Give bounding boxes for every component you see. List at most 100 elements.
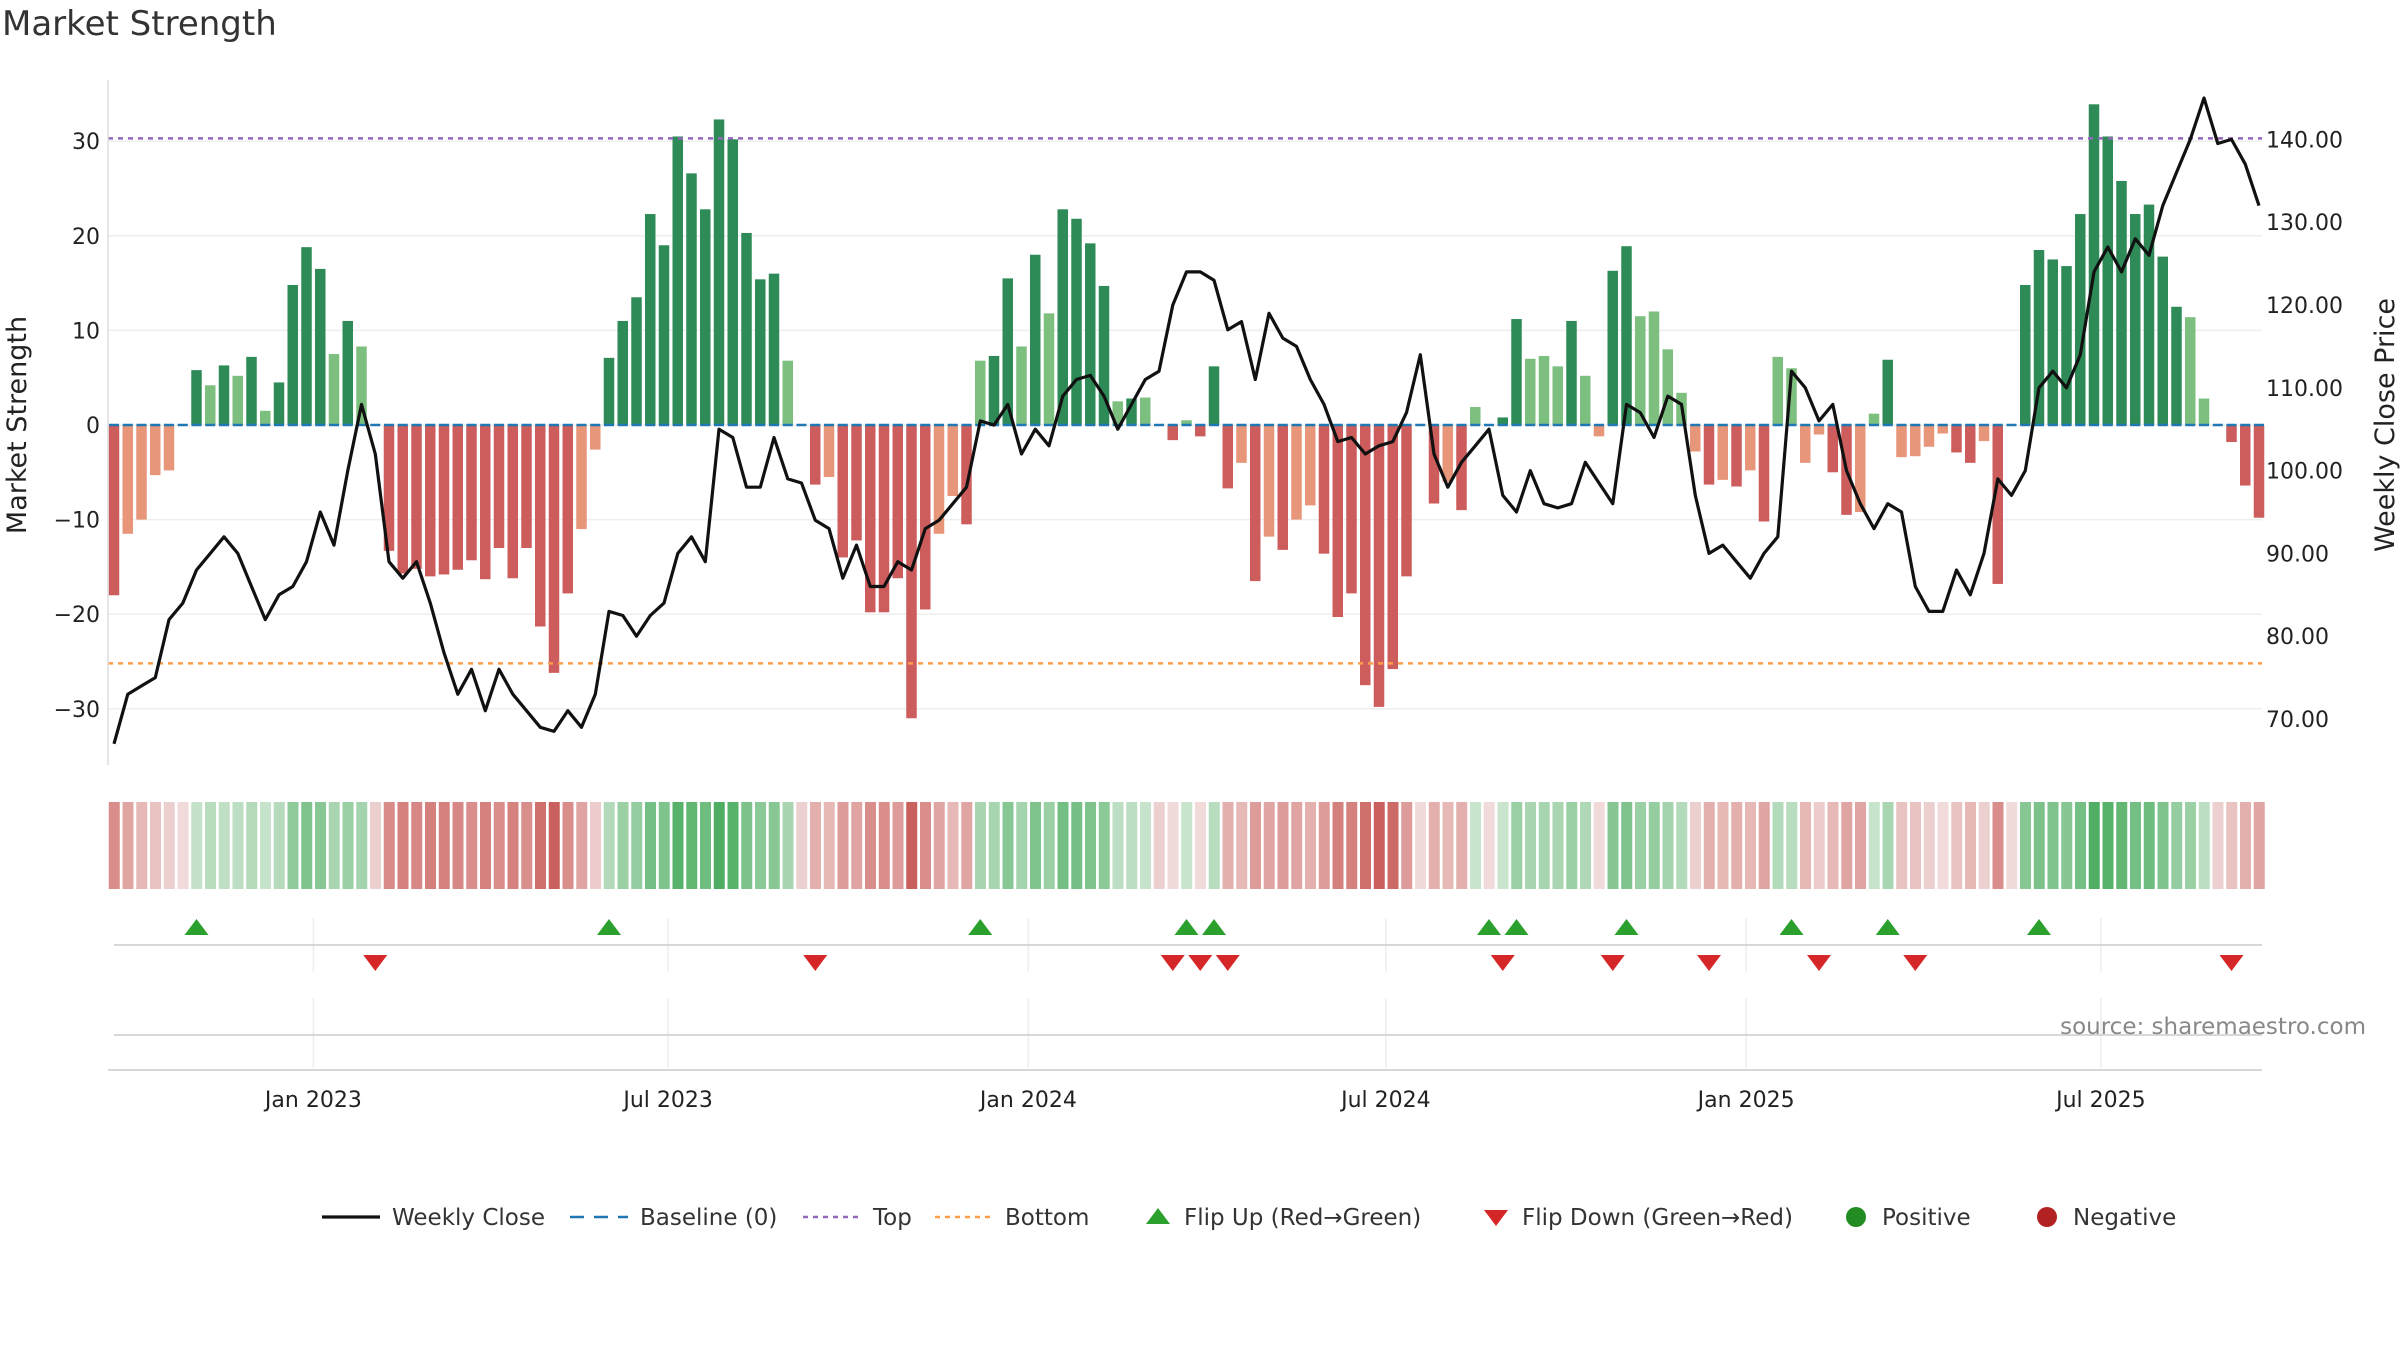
strength-bar [865, 425, 876, 613]
strength-bar [1126, 398, 1137, 425]
heat-cell [1098, 802, 1110, 889]
strength-bar [1002, 278, 1013, 425]
strength-bar [1305, 425, 1316, 506]
heat-cell [301, 802, 313, 889]
heat-cell [796, 802, 808, 889]
heat-cell [810, 802, 821, 889]
left-tick-label: −10 [54, 509, 100, 534]
strength-bar [1703, 425, 1715, 485]
heat-cell [1057, 802, 1069, 889]
heat-cell [205, 802, 216, 889]
strength-bar [700, 209, 711, 425]
strength-bar [837, 425, 848, 558]
heat-cell [631, 802, 643, 889]
strength-bar [521, 425, 532, 548]
strength-bar [1621, 246, 1632, 425]
flip-down-marker [803, 955, 828, 971]
heat-cell [1153, 802, 1165, 889]
flip-down-marker [1188, 955, 1213, 971]
heat-cell [1538, 802, 1550, 889]
heat-cell [356, 802, 368, 889]
strength-bar [1098, 285, 1110, 425]
heat-cell [837, 802, 849, 889]
heat-strip [108, 802, 2265, 889]
strength-bar [1208, 366, 1220, 425]
strength-bar [1373, 425, 1385, 707]
heat-cell [218, 802, 230, 889]
heat-cell [480, 802, 491, 889]
heat-cell [1442, 802, 1454, 889]
heat-cell [713, 802, 725, 889]
heat-cell [590, 802, 601, 889]
strength-bar [1800, 425, 1811, 463]
left-tick-label: 0 [86, 414, 100, 439]
heat-cell [1043, 802, 1055, 889]
strength-bar [2047, 259, 2058, 425]
strength-bar [342, 320, 353, 425]
heat-cell [2061, 802, 2073, 889]
strength-bar [1951, 425, 1962, 453]
strength-bar [425, 425, 436, 577]
strength-bar [1360, 425, 1371, 686]
strength-bar [1195, 425, 1206, 437]
strength-bar [1318, 425, 1330, 554]
heat-cell [892, 802, 904, 889]
heat-cell [1621, 802, 1633, 889]
strength-bar [768, 273, 780, 425]
heat-cell [370, 802, 381, 889]
heat-cell [397, 802, 409, 889]
x-tick-label: Jul 2023 [621, 1088, 713, 1113]
heat-cell [1552, 802, 1564, 889]
strength-bar [1552, 366, 1563, 425]
strength-bar [1745, 425, 1756, 471]
legend-label: Bottom [1005, 1205, 1089, 1231]
heat-cell [411, 802, 423, 889]
flip-down-marker [1215, 955, 1240, 971]
strength-bar [1910, 425, 1921, 457]
heat-cell [287, 802, 299, 889]
heat-cell [1813, 802, 1825, 889]
heat-cell [452, 802, 464, 889]
heat-cell [1250, 802, 1261, 889]
strength-bar [933, 425, 945, 534]
strength-bar [1965, 425, 1976, 463]
heat-cell [1676, 802, 1688, 889]
legend-positive-swatch [1846, 1207, 1866, 1227]
heat-cell [1800, 802, 1811, 889]
heat-cell [1786, 802, 1798, 889]
strength-bar [273, 382, 285, 425]
heat-cell [1236, 802, 1248, 889]
strength-bar [548, 425, 560, 673]
heat-cell [1263, 802, 1275, 889]
axes: 30 20 10 0 −10 −20 −30 140.00 130.00 120.00 110.00… [2, 80, 2400, 765]
chart-title: Market Strength [2, 4, 277, 44]
flip-up-marker [597, 919, 621, 935]
flip-up-marker [2027, 919, 2051, 935]
strength-bar [1167, 425, 1178, 441]
strength-bar [466, 425, 477, 561]
strength-bar [535, 425, 546, 627]
heat-cell [191, 802, 203, 889]
heat-cell [603, 802, 615, 889]
heat-cell [755, 802, 766, 889]
heat-cell [122, 802, 134, 889]
heat-cell [1195, 802, 1206, 889]
strength-bar [686, 173, 697, 425]
strength-bar [1428, 425, 1440, 504]
heat-cell [1937, 802, 1949, 889]
heat-cell [700, 802, 711, 889]
heat-cell [383, 802, 395, 889]
strength-bar [356, 346, 367, 425]
heat-cell [1291, 802, 1303, 889]
heat-cell [425, 802, 436, 889]
strength-bar [232, 375, 243, 425]
heat-cell [768, 802, 780, 889]
strength-bar [2226, 425, 2237, 443]
strength-bar [727, 139, 738, 426]
legend-label: Flip Down (Green→Red) [1522, 1205, 1793, 1231]
strength-bar [1291, 425, 1302, 520]
strength-bar [150, 425, 161, 476]
heat-cell [1745, 802, 1756, 889]
heat-cell [163, 802, 175, 889]
strength-bar [1662, 349, 1673, 425]
